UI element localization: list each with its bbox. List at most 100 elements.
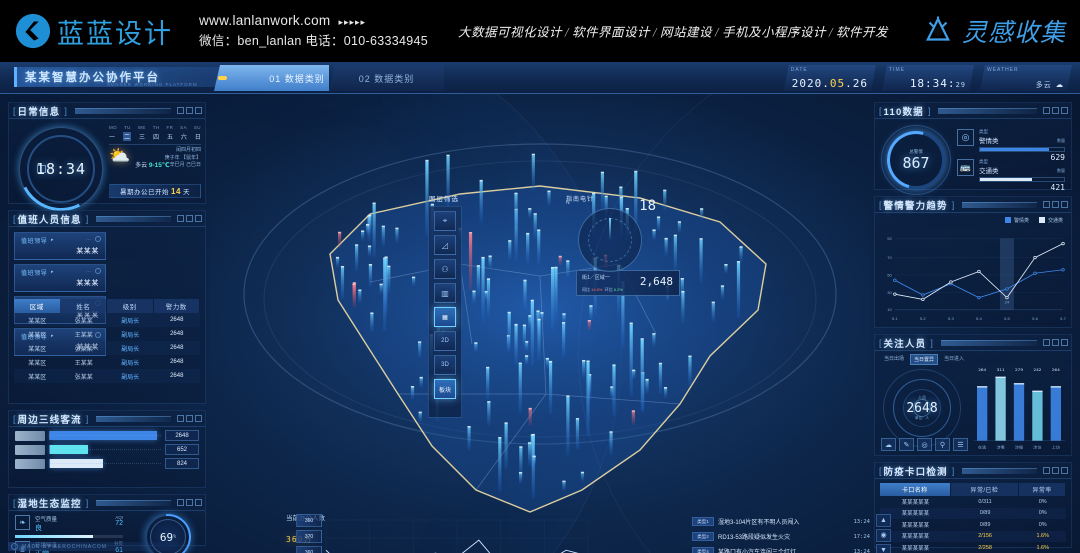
header-rule	[74, 107, 171, 114]
expand-icon	[1061, 201, 1068, 208]
tab-data-category-1[interactable]: 01 数据类别	[214, 65, 329, 91]
alarm-unit: 数量	[1057, 138, 1065, 143]
panel-eco-body: ❧ 空气质量 良 AQI 72 ◉ 环境噪音 正常 分贝 61 69%	[9, 504, 205, 553]
grid-icon[interactable]: ▦	[434, 307, 456, 327]
bracket-right-icon: ]	[85, 497, 89, 508]
table-row[interactable]: 某某某某某 2/258 1.6%	[880, 542, 1066, 553]
table-row[interactable]: 某某区 王某某 副局长 2648	[14, 355, 200, 369]
focus-bar-chart[interactable]: 264 在逃 311 涉毒 279 涉稳 242 涉访 264 上访	[971, 365, 1067, 451]
panel-duty-title: 值班人员信息	[17, 214, 82, 226]
view-2d-button[interactable]: 2D	[434, 331, 456, 351]
panel-flow-header: [ 周边三线客流 ]	[9, 411, 205, 427]
tab-data-category-2[interactable]: 02 数据类别	[329, 65, 444, 91]
map-visualization[interactable]: 图层筛选 ⌖ ◿ ⚇ ▥ ▦ 2D 3D 板块 街1／区域一 2,648 同比 …	[210, 94, 870, 553]
notice-bar: 暑期办公已开始 14 天	[109, 184, 201, 198]
panel-gate-header: [ 防疫卡口检测 ]	[875, 463, 1071, 479]
flow-row: 652	[9, 441, 205, 455]
table-row[interactable]: 某某某某某 0/89 0%	[880, 507, 1066, 519]
location-icon[interactable]: ⌖	[434, 211, 456, 231]
svg-text:10: 10	[887, 307, 892, 312]
panel-eco-header: [ 湿地生态监控 ]	[9, 495, 205, 511]
bracket-right-icon: ]	[951, 199, 955, 210]
contact-info: www.lanlanwork.com ▸▸▸▸▸ 微信：ben_lanlan 电话…	[199, 11, 428, 51]
window-controls[interactable]	[1043, 467, 1068, 474]
compass-label: 指南电针	[566, 197, 595, 203]
list-icon[interactable]: ☰	[953, 438, 968, 451]
trend-chart-canvas: 10 30 50 70 92 24 5.1 5.2 5.3 5.4 5.5 5.6 5.7	[887, 236, 1066, 321]
separator: /	[653, 25, 657, 40]
window-controls[interactable]	[1043, 201, 1068, 208]
gauge-outer-ring	[145, 514, 191, 553]
window-controls[interactable]	[1043, 339, 1068, 346]
map-tooltip: 街1／区域一 2,648 同比 14.5% 环比 6.2%	[576, 270, 680, 296]
office-count-value: 360	[286, 535, 304, 544]
table-row[interactable]: 某某某某某 0/89 0%	[880, 519, 1066, 531]
office-trend-chart[interactable]: 04812162024	[296, 514, 592, 553]
building-icon[interactable]: ▥	[434, 283, 456, 303]
window-controls[interactable]	[177, 499, 202, 506]
panel-focus-header: [ 关注人员 ]	[875, 335, 1071, 351]
flow-value: 824	[165, 458, 199, 469]
legend-swatch	[1004, 217, 1011, 223]
focus-tab[interactable]: 当日出场	[884, 356, 905, 362]
alert-row[interactable]: 类型4 某路口有小汽车连闯三个红灯 13:24	[692, 544, 870, 553]
table-row[interactable]: 某某某某某 0/311 0%	[880, 496, 1066, 508]
legend-item: 交通类	[1038, 217, 1063, 224]
arrow-decoration: ▸▸▸▸▸	[338, 16, 367, 27]
up-icon[interactable]: ▲	[876, 514, 891, 527]
cell-gate-name: 某某某某某	[901, 545, 930, 552]
window-controls[interactable]	[177, 215, 202, 222]
cloud-icon[interactable]: ☁	[881, 438, 896, 451]
window-controls[interactable]	[177, 107, 202, 114]
duty-leader-card[interactable]: 值班领导 ▸ ··· 某某某	[14, 232, 106, 260]
platform-title-text: 某某智慧办公协作平台	[25, 72, 160, 84]
table-row[interactable]: 某某某某某 2/156 1.6%	[880, 530, 1066, 542]
view-3d-button[interactable]: 3D	[434, 355, 456, 375]
topbar-tabs: 01 数据类别 02 数据类别	[214, 62, 444, 94]
focus-center-value: 2648	[906, 401, 938, 416]
alarm-bar	[979, 147, 1065, 152]
view-block-button[interactable]: 板块	[434, 379, 456, 399]
focus-center-kicker: 人员	[918, 395, 926, 400]
svg-text:5.3: 5.3	[948, 316, 955, 321]
close-icon[interactable]	[95, 332, 101, 338]
down-icon[interactable]: ▼	[876, 544, 891, 553]
window-controls[interactable]	[177, 415, 202, 422]
close-icon[interactable]	[95, 268, 101, 274]
cell-level: 副局长	[121, 346, 140, 353]
duty-leader-card[interactable]: 值班领导 ▸ ··· 某某某	[14, 264, 106, 292]
window-controls[interactable]	[1043, 107, 1068, 114]
alert-row[interactable]: 类型2 RD13-53路段疑似发生火灾 17:24	[692, 529, 870, 544]
pin-icon[interactable]: ⚲	[935, 438, 950, 451]
signal-icon[interactable]: ◿	[434, 235, 456, 255]
focus-tab[interactable]: 当日置异	[910, 354, 939, 365]
flow-track	[49, 445, 161, 454]
close-icon[interactable]	[95, 236, 101, 242]
people-icon[interactable]: ⚇	[434, 259, 456, 279]
cell-abnormal-rate: 0%	[1038, 521, 1047, 528]
duty-table-header: 区域 姓名 级别 警力数	[14, 299, 200, 313]
date-day-part: .26	[845, 77, 868, 90]
svg-text:上访: 上访	[1052, 445, 1060, 450]
chevron-right-icon: ▸	[51, 333, 54, 339]
weekday-cn: 六	[180, 135, 187, 141]
bracket-left-icon: [	[879, 199, 882, 210]
service-item: 网站建设	[660, 25, 713, 40]
table-row[interactable]: 某某区 张某某 副局长 2648	[14, 369, 200, 383]
duty-leader-card[interactable]: 值班领导 ▸ ··· 某某某	[14, 328, 106, 356]
ring-outer	[881, 125, 951, 195]
eco-status: 正常	[35, 549, 57, 553]
dot-icon[interactable]: ◉	[876, 529, 891, 542]
table-row[interactable]: 某某区 张某某 副局长 2648	[14, 341, 200, 355]
clock-widget: 18:34	[8, 116, 114, 222]
table-row[interactable]: 某某区 张某某 副局长 2648	[14, 313, 200, 327]
weather-chip: WEATHER 多云 ☁	[980, 65, 1072, 91]
alert-row[interactable]: 类型1 湿地3-104片区有不明人员闯入 13:24	[692, 514, 870, 529]
time-label: TIME	[889, 67, 905, 73]
focus-tab[interactable]: 当日进入	[944, 356, 965, 362]
table-row[interactable]: 某某区 王某某 副局长 2648	[14, 327, 200, 341]
tab-1-label: 01 数据类别	[269, 73, 325, 84]
pen-icon[interactable]: ✎	[899, 438, 914, 451]
target-icon[interactable]: ◎	[917, 438, 932, 451]
trend-chart[interactable]: 10 30 50 70 92 24 5.1 5.2 5.3 5.4 5.5 5.6 5.7	[879, 229, 1067, 323]
